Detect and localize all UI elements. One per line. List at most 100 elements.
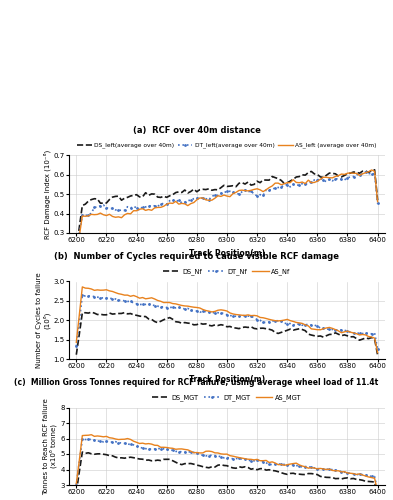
DT_left(average over 40m) bbox=[363, 169, 368, 175]
AS_left (average over 40m) bbox=[74, 252, 79, 258]
Legend: DS_Nf, DT_Nf, AS_Nf: DS_Nf, DT_Nf, AS_Nf bbox=[161, 266, 293, 278]
AS_MGT bbox=[288, 461, 292, 467]
AS_Nf bbox=[375, 350, 380, 356]
DT_MGT bbox=[215, 453, 220, 459]
AS_Nf bbox=[74, 340, 79, 345]
Line: DS_MGT: DS_MGT bbox=[76, 452, 378, 494]
Line: AS_left (average over 40m): AS_left (average over 40m) bbox=[76, 170, 378, 255]
AS_Nf bbox=[258, 314, 263, 320]
DT_left(average over 40m) bbox=[300, 180, 305, 186]
DS_MGT bbox=[215, 462, 220, 468]
DS_MGT bbox=[152, 458, 157, 464]
DS_Nf bbox=[375, 352, 380, 358]
AS_left (average over 40m) bbox=[300, 179, 305, 185]
DS_Nf bbox=[98, 312, 103, 318]
DS_MGT bbox=[74, 489, 79, 495]
DT_left(average over 40m) bbox=[95, 204, 100, 210]
DT_Nf bbox=[152, 302, 157, 308]
DT_MGT bbox=[152, 446, 157, 452]
Line: DS_Nf: DS_Nf bbox=[76, 312, 378, 355]
Line: DT_MGT: DT_MGT bbox=[75, 438, 379, 492]
AS_MGT bbox=[89, 432, 94, 438]
DS_Nf bbox=[89, 309, 94, 315]
AS_MGT bbox=[152, 442, 157, 448]
DS_left(average over 40m) bbox=[95, 196, 100, 202]
AS_left (average over 40m) bbox=[285, 180, 290, 186]
DT_left(average over 40m) bbox=[213, 192, 217, 198]
AS_left (average over 40m) bbox=[95, 212, 100, 218]
DT_Nf bbox=[215, 310, 220, 316]
AS_Nf bbox=[80, 284, 84, 290]
AS_Nf bbox=[98, 287, 103, 293]
X-axis label: Track Position(m): Track Position(m) bbox=[189, 374, 265, 384]
Y-axis label: Tonnes to Reach RCF failure
(x10⁶ tonne): Tonnes to Reach RCF failure (x10⁶ tonne) bbox=[42, 398, 57, 494]
X-axis label: Track Position(m): Track Position(m) bbox=[189, 248, 265, 258]
DT_MGT bbox=[303, 464, 308, 469]
AS_MGT bbox=[74, 480, 79, 486]
DS_MGT bbox=[375, 492, 380, 498]
Legend: DS_left(average over 40m), DT_left(average over 40m), AS_left (average over 40m): DS_left(average over 40m), DT_left(avera… bbox=[75, 140, 379, 150]
DS_left(average over 40m) bbox=[285, 180, 290, 186]
Text: (c)  Million Gross Tonnes required for RCF failure, using average wheel load of : (c) Million Gross Tonnes required for RC… bbox=[15, 378, 378, 387]
DT_MGT bbox=[80, 436, 84, 442]
Line: AS_MGT: AS_MGT bbox=[76, 434, 378, 492]
Y-axis label: RCF Damage Index (10⁻⁶): RCF Damage Index (10⁻⁶) bbox=[43, 150, 51, 239]
AS_MGT bbox=[215, 450, 220, 456]
DT_MGT bbox=[74, 482, 79, 488]
DS_left(average over 40m) bbox=[149, 191, 154, 197]
DT_left(average over 40m) bbox=[285, 182, 290, 188]
AS_left (average over 40m) bbox=[149, 208, 154, 214]
DT_left(average over 40m) bbox=[375, 200, 380, 206]
DT_MGT bbox=[375, 488, 380, 494]
DT_left(average over 40m) bbox=[149, 203, 154, 209]
AS_Nf bbox=[288, 318, 292, 324]
Line: AS_Nf: AS_Nf bbox=[76, 287, 378, 352]
Text: (a)  RCF over 40m distance: (a) RCF over 40m distance bbox=[132, 126, 261, 135]
DS_Nf bbox=[258, 326, 263, 332]
AS_left (average over 40m) bbox=[213, 195, 217, 201]
AS_left (average over 40m) bbox=[375, 198, 380, 204]
DS_left(average over 40m) bbox=[372, 167, 377, 173]
DS_left(average over 40m) bbox=[255, 178, 259, 184]
DS_left(average over 40m) bbox=[300, 172, 305, 178]
DT_Nf bbox=[375, 346, 380, 352]
AS_MGT bbox=[258, 458, 263, 464]
DS_MGT bbox=[258, 466, 263, 471]
DT_MGT bbox=[258, 458, 263, 464]
DT_Nf bbox=[74, 344, 79, 349]
DT_Nf bbox=[80, 292, 84, 298]
DT_Nf bbox=[258, 318, 263, 324]
DS_Nf bbox=[303, 328, 308, 334]
AS_Nf bbox=[303, 322, 308, 328]
AS_Nf bbox=[152, 296, 157, 302]
Line: DT_Nf: DT_Nf bbox=[75, 294, 379, 350]
DS_MGT bbox=[288, 470, 292, 476]
Text: (b)  Number of Cycles required to cause visible RCF damage: (b) Number of Cycles required to cause v… bbox=[54, 252, 339, 261]
AS_left (average over 40m) bbox=[255, 186, 259, 192]
DS_Nf bbox=[152, 318, 157, 324]
DT_left(average over 40m) bbox=[74, 248, 79, 254]
DS_MGT bbox=[98, 451, 103, 457]
DS_Nf bbox=[215, 322, 220, 328]
DT_left(average over 40m) bbox=[255, 193, 259, 199]
Line: DS_left(average over 40m): DS_left(average over 40m) bbox=[76, 170, 378, 248]
DS_MGT bbox=[303, 472, 308, 478]
DT_Nf bbox=[288, 320, 292, 326]
DT_Nf bbox=[303, 322, 308, 328]
DS_left(average over 40m) bbox=[74, 246, 79, 252]
Y-axis label: Number of Cycles to failure
(10⁶): Number of Cycles to failure (10⁶) bbox=[36, 272, 51, 368]
DT_Nf bbox=[98, 295, 103, 301]
Line: DT_left(average over 40m): DT_left(average over 40m) bbox=[75, 170, 379, 252]
AS_left (average over 40m) bbox=[369, 167, 374, 173]
AS_Nf bbox=[215, 307, 220, 313]
Legend: DS_MGT, DT_MGT, AS_MGT: DS_MGT, DT_MGT, AS_MGT bbox=[149, 392, 305, 404]
DS_Nf bbox=[74, 352, 79, 358]
AS_MGT bbox=[303, 464, 308, 470]
AS_MGT bbox=[375, 488, 380, 494]
DS_left(average over 40m) bbox=[375, 197, 380, 203]
DS_left(average over 40m) bbox=[213, 186, 217, 192]
DT_MGT bbox=[98, 438, 103, 444]
DS_Nf bbox=[288, 326, 292, 332]
AS_MGT bbox=[98, 434, 103, 440]
DT_MGT bbox=[288, 462, 292, 468]
